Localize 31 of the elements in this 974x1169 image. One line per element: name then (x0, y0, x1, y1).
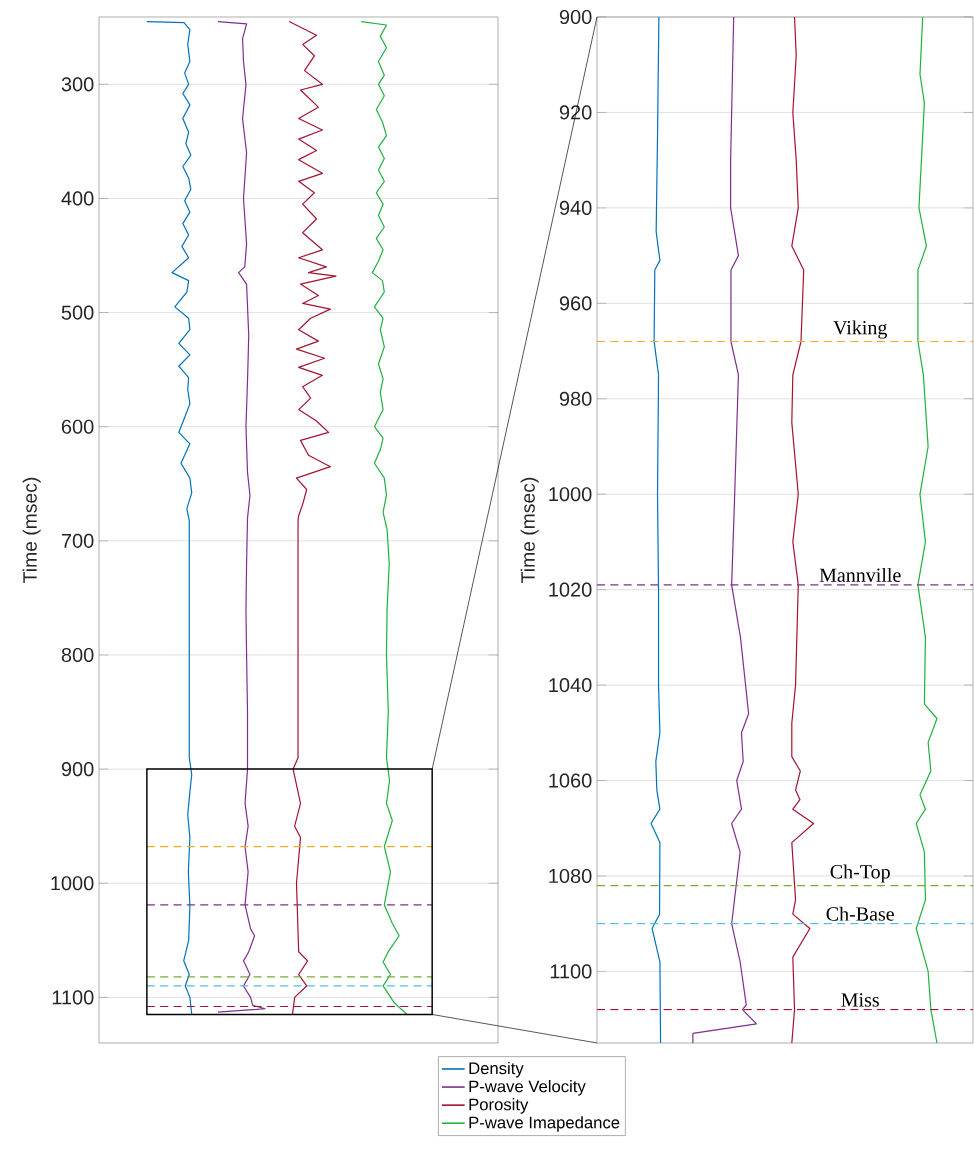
y-tick-label: 900 (61, 762, 94, 777)
y-axis-title: Time (msec) (22, 477, 41, 583)
y-tick-label: 920 (559, 105, 592, 120)
y-tick-label: 1080 (549, 868, 592, 884)
y-tick-label: 1040 (549, 678, 592, 693)
legend-label: Porosity (469, 1098, 529, 1114)
legend-label: P-wave Imapedance (469, 1116, 620, 1132)
y-tick-label: 1000 (549, 487, 592, 502)
y-tick-label: 700 (61, 533, 94, 548)
y-axis-title: Time (msec) (520, 477, 539, 583)
ref-line-label: Viking (833, 320, 888, 339)
y-tick-label: 800 (61, 647, 94, 663)
y-tick-label: 300 (61, 77, 94, 92)
legend-label: P-wave Velocity (469, 1080, 586, 1096)
y-tick-label: 980 (559, 391, 592, 406)
y-tick-label: 960 (559, 296, 592, 311)
ref-line-label: Mannville (819, 567, 901, 582)
ref-line-label: Miss (841, 993, 879, 1007)
y-tick-label: 1020 (549, 582, 592, 597)
legend-label: Density (469, 1061, 524, 1078)
y-tick-label: 600 (61, 419, 94, 434)
y-tick-label: 1100 (550, 964, 592, 979)
y-tick-label: 500 (61, 305, 94, 320)
ref-line-label: Ch-Top (830, 864, 890, 883)
y-tick-label: 940 (559, 200, 592, 215)
y-tick-label: 400 (61, 191, 94, 206)
ref-line-label: Ch-Base (826, 906, 894, 921)
y-tick-label: 1100 (52, 990, 94, 1005)
y-tick-label: 900 (559, 9, 592, 25)
y-tick-label: 1060 (549, 773, 592, 788)
y-tick-label: 1000 (51, 876, 94, 891)
